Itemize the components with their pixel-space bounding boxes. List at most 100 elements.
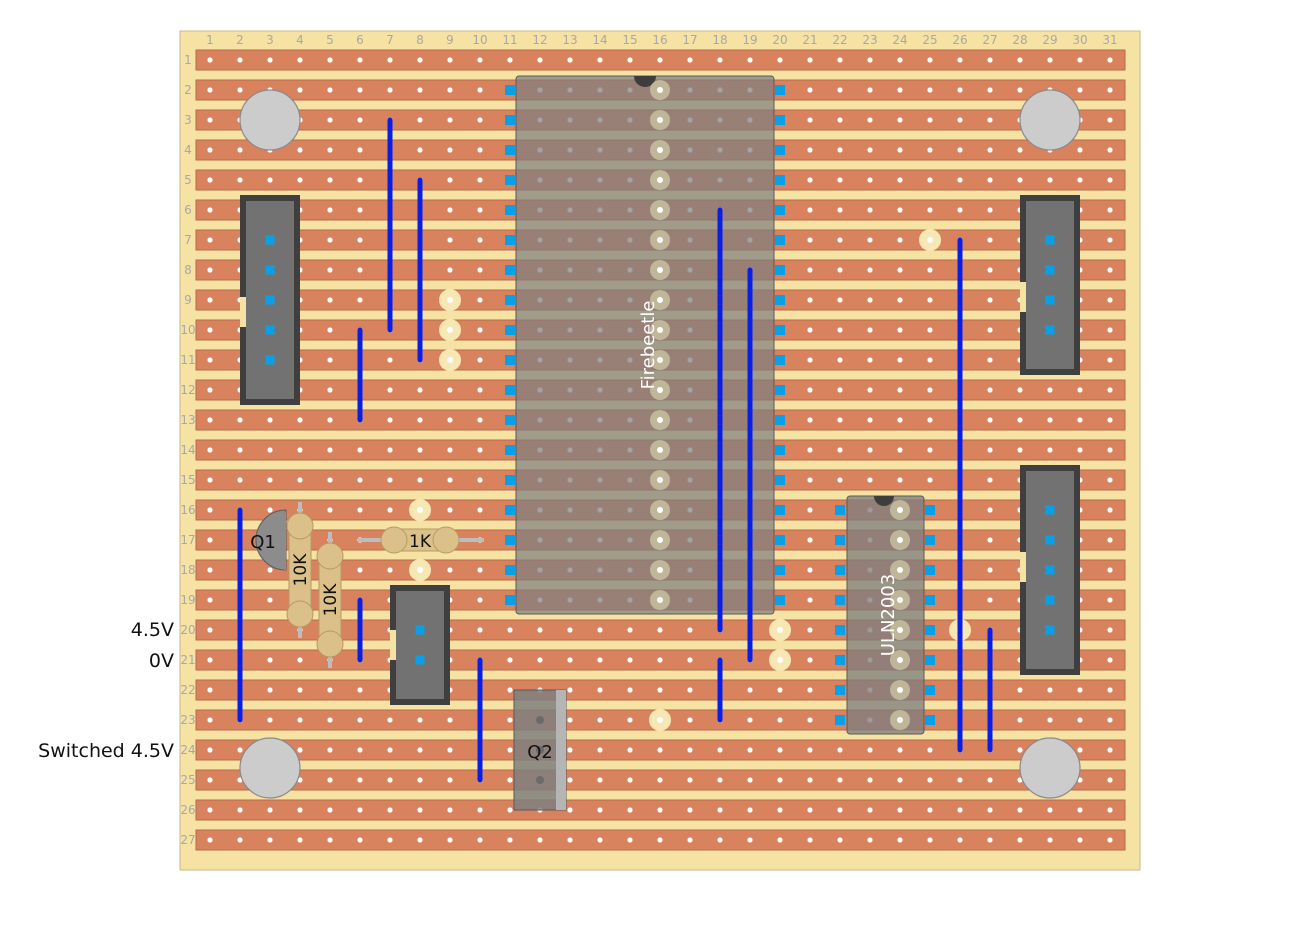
hole: [387, 837, 393, 843]
hole: [357, 237, 363, 243]
hole: [1017, 417, 1023, 423]
hole: [207, 177, 213, 183]
hole: [717, 777, 723, 783]
row-number: 1: [184, 53, 192, 67]
hole: [897, 777, 903, 783]
hole: [327, 327, 333, 333]
header-pin: [1045, 625, 1055, 635]
hole: [807, 477, 813, 483]
row-number: 6: [184, 203, 192, 217]
firebeetle-pin-left: [505, 505, 515, 515]
hole: [207, 447, 213, 453]
hole: [837, 177, 843, 183]
hole: [1017, 177, 1023, 183]
hole: [867, 117, 873, 123]
hole: [207, 837, 213, 843]
marked-hole-center: [777, 627, 783, 633]
hole: [207, 417, 213, 423]
hole: [597, 807, 603, 813]
hole: [357, 507, 363, 513]
hole: [777, 57, 783, 63]
hole: [357, 777, 363, 783]
hole: [207, 327, 213, 333]
hole: [957, 57, 963, 63]
hole: [297, 477, 303, 483]
hole: [627, 807, 633, 813]
hole: [717, 57, 723, 63]
hole: [417, 777, 423, 783]
uln2003-hole: [897, 537, 903, 543]
hole: [987, 387, 993, 393]
hole: [597, 837, 603, 843]
hole: [627, 837, 633, 843]
hole: [897, 357, 903, 363]
firebeetle-pin-left: [505, 415, 515, 425]
hole: [1017, 387, 1023, 393]
hole: [807, 327, 813, 333]
hole: [987, 57, 993, 63]
hole: [897, 267, 903, 273]
firebeetle-pin-right: [775, 535, 785, 545]
hole: [477, 147, 483, 153]
hole: [1077, 147, 1083, 153]
hole: [1107, 147, 1113, 153]
hole: [507, 747, 513, 753]
hole: [237, 447, 243, 453]
hole: [387, 87, 393, 93]
firebeetle-pin-right: [775, 475, 785, 485]
hole: [867, 147, 873, 153]
firebeetle-header-hole: [657, 507, 663, 513]
firebeetle-header-hole: [657, 177, 663, 183]
hole: [897, 177, 903, 183]
hole: [717, 807, 723, 813]
column-number: 24: [892, 33, 907, 47]
hole: [867, 417, 873, 423]
hole: [357, 207, 363, 213]
hole: [927, 477, 933, 483]
hole: [537, 627, 543, 633]
row-number: 13: [180, 413, 195, 427]
hole: [477, 207, 483, 213]
rail-label-4-5v: 4.5V: [130, 619, 174, 641]
row-number: 24: [180, 743, 195, 757]
hole: [1077, 687, 1083, 693]
column-number: 2: [236, 33, 244, 47]
hole: [237, 177, 243, 183]
hole: [267, 567, 273, 573]
hole: [807, 387, 813, 393]
row-number: 2: [184, 83, 192, 97]
hole: [1017, 747, 1023, 753]
q2-lead: [536, 716, 544, 724]
hole: [1017, 57, 1023, 63]
hole: [627, 627, 633, 633]
hole: [867, 747, 873, 753]
firebeetle-pin-left: [505, 565, 515, 575]
hole: [537, 837, 543, 843]
uln2003-hole: [897, 567, 903, 573]
hole: [987, 837, 993, 843]
hole: [327, 687, 333, 693]
column-number: 22: [832, 33, 847, 47]
column-number: 25: [922, 33, 937, 47]
firebeetle-header-hole: [657, 447, 663, 453]
hole: [777, 837, 783, 843]
hole: [207, 627, 213, 633]
hole: [267, 627, 273, 633]
hole: [237, 807, 243, 813]
firebeetle-pin-right: [775, 445, 785, 455]
hole: [987, 507, 993, 513]
hole: [327, 447, 333, 453]
hole: [447, 57, 453, 63]
hole: [207, 357, 213, 363]
header-pin: [415, 655, 425, 665]
hole: [447, 567, 453, 573]
hole: [747, 747, 753, 753]
firebeetle-pin-right: [775, 385, 785, 395]
hole: [867, 477, 873, 483]
hole: [207, 147, 213, 153]
hole: [357, 147, 363, 153]
hole: [837, 147, 843, 153]
hole: [777, 777, 783, 783]
column-number: 30: [1072, 33, 1087, 47]
firebeetle-header-hole: [657, 477, 663, 483]
